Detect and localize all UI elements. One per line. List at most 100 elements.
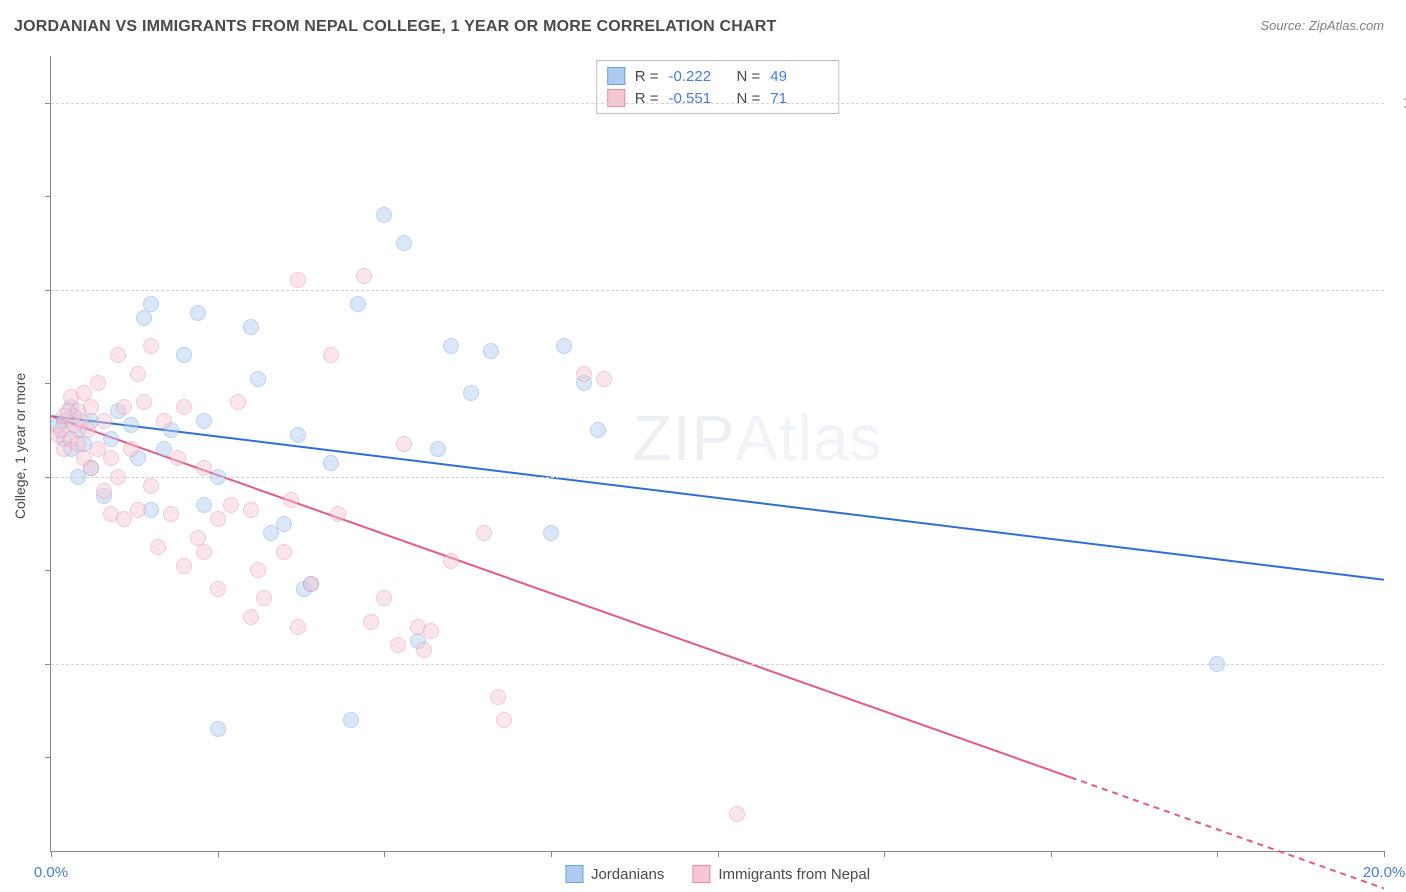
source-attribution: Source: ZipAtlas.com: [1260, 18, 1384, 33]
data-point: [476, 525, 492, 541]
data-point: [196, 460, 212, 476]
legend-n-label: N =: [737, 68, 761, 85]
x-tick: [218, 851, 219, 857]
y-axis-label: College, 1 year or more: [12, 373, 28, 519]
data-point: [343, 712, 359, 728]
data-point: [330, 506, 346, 522]
y-tick-label: 100.0%: [1394, 94, 1406, 111]
data-point: [196, 544, 212, 560]
y-tick: [45, 103, 51, 104]
data-point: [130, 366, 146, 382]
y-tick: [45, 290, 51, 291]
correlation-legend: R =-0.222N =49R =-0.551N =71: [596, 60, 840, 114]
data-point: [490, 689, 506, 705]
data-point: [210, 511, 226, 527]
legend-r-value: -0.222: [669, 68, 727, 85]
data-point: [130, 502, 146, 518]
gridline: [51, 103, 1384, 104]
legend-item: Jordanians: [565, 865, 664, 883]
y-tick-label: 40.0%: [1394, 655, 1406, 672]
y-tick: [45, 664, 51, 665]
gridline: [51, 290, 1384, 291]
data-point: [176, 399, 192, 415]
data-point: [1209, 656, 1225, 672]
data-point: [303, 576, 319, 592]
y-tick: [45, 196, 51, 197]
legend-swatch: [692, 865, 710, 883]
data-point: [430, 441, 446, 457]
data-point: [156, 413, 172, 429]
data-point: [463, 385, 479, 401]
data-point: [576, 366, 592, 382]
legend-n-value: 49: [770, 68, 828, 85]
data-point: [196, 413, 212, 429]
x-tick: [884, 851, 885, 857]
watermark: ZIPAtlas: [633, 401, 883, 475]
data-point: [590, 422, 606, 438]
data-point: [290, 272, 306, 288]
data-point: [110, 469, 126, 485]
legend-r-value: -0.551: [669, 90, 727, 107]
data-point: [96, 483, 112, 499]
data-point: [83, 399, 99, 415]
data-point: [243, 502, 259, 518]
data-point: [250, 371, 266, 387]
legend-n-label: N =: [737, 90, 761, 107]
y-tick: [45, 757, 51, 758]
legend-label: Immigrants from Nepal: [718, 866, 870, 883]
data-point: [376, 207, 392, 223]
legend-swatch: [565, 865, 583, 883]
data-point: [170, 450, 186, 466]
x-tick: [1051, 851, 1052, 857]
gridline: [51, 477, 1384, 478]
data-point: [103, 450, 119, 466]
data-point: [143, 478, 159, 494]
data-point: [243, 319, 259, 335]
data-point: [210, 581, 226, 597]
data-point: [90, 375, 106, 391]
data-point: [350, 296, 366, 312]
data-point: [556, 338, 572, 354]
data-point: [323, 347, 339, 363]
data-point: [176, 558, 192, 574]
y-tick: [45, 383, 51, 384]
data-point: [123, 441, 139, 457]
data-point: [323, 455, 339, 471]
legend-row: R =-0.551N =71: [607, 87, 829, 109]
data-point: [230, 394, 246, 410]
data-point: [143, 296, 159, 312]
x-tick: [1384, 851, 1385, 857]
data-point: [290, 427, 306, 443]
data-point: [396, 436, 412, 452]
data-point: [223, 497, 239, 513]
data-point: [496, 712, 512, 728]
y-tick-label: 60.0%: [1394, 468, 1406, 485]
data-point: [96, 413, 112, 429]
legend-n-value: 71: [770, 90, 828, 107]
data-point: [190, 305, 206, 321]
data-point: [356, 268, 372, 284]
data-point: [256, 590, 272, 606]
data-point: [596, 371, 612, 387]
data-point: [729, 806, 745, 822]
data-point: [443, 553, 459, 569]
data-point: [290, 619, 306, 635]
data-point: [250, 562, 266, 578]
x-tick: [51, 851, 52, 857]
data-point: [276, 544, 292, 560]
data-point: [103, 431, 119, 447]
data-point: [143, 338, 159, 354]
data-point: [176, 347, 192, 363]
data-point: [390, 637, 406, 653]
gridline: [51, 664, 1384, 665]
data-point: [543, 525, 559, 541]
watermark-thin: Atlas: [735, 402, 882, 474]
x-tick-label: 20.0%: [1363, 864, 1406, 881]
chart-title: JORDANIAN VS IMMIGRANTS FROM NEPAL COLLE…: [14, 18, 777, 36]
legend-label: Jordanians: [591, 866, 664, 883]
data-point: [83, 460, 99, 476]
x-tick: [551, 851, 552, 857]
scatter-chart: ZIPAtlas R =-0.222N =49R =-0.551N =71 Jo…: [50, 56, 1384, 852]
data-point: [116, 399, 132, 415]
data-point: [80, 422, 96, 438]
